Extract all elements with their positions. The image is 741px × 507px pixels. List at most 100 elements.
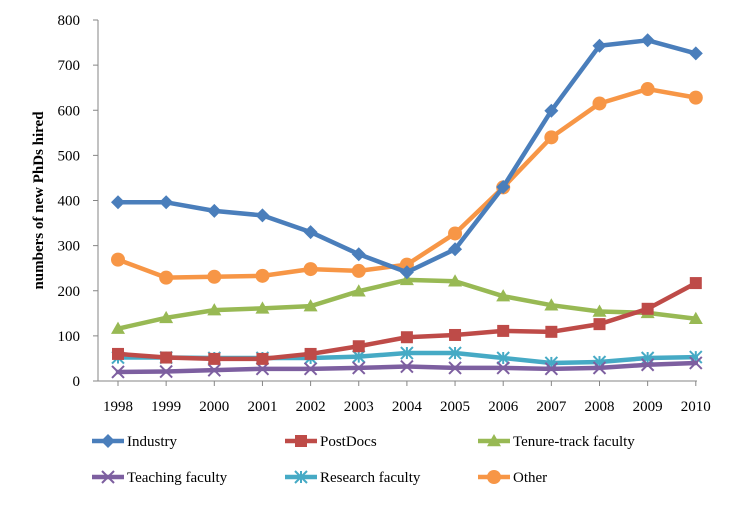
- x-tick-label-2006: 2006: [488, 399, 519, 415]
- point-other-2003: [351, 263, 366, 278]
- y-tick-label-0: 0: [73, 374, 81, 390]
- point-tenure-track-faculty-2003: [351, 284, 366, 297]
- series-teaching-faculty: [111, 356, 703, 379]
- point-teaching-faculty-1999: [159, 364, 173, 379]
- series-other: [111, 82, 703, 285]
- legend-marker-teaching-faculty: [101, 470, 115, 484]
- x-tick-label-2000: 2000: [199, 399, 229, 415]
- series-line-industry: [115, 38, 699, 275]
- point-research-faculty-2005: [448, 346, 462, 360]
- point-tenure-track-faculty-2000: [207, 303, 222, 316]
- point-other-2010: [688, 90, 703, 105]
- legend-label-other: Other: [513, 470, 547, 486]
- point-tenure-track-faculty-1999: [159, 310, 174, 324]
- point-industry-2002: [303, 225, 318, 240]
- legend-item-teaching-faculty: Teaching faculty: [92, 470, 228, 486]
- x-tick-label-1999: 1999: [151, 399, 181, 415]
- point-teaching-faculty-2000: [207, 363, 222, 377]
- legend-marker-industry: [101, 434, 115, 448]
- x-tick-label-2010: 2010: [681, 399, 711, 415]
- point-teaching-faculty-2004: [400, 359, 414, 374]
- y-tick-label-200: 200: [58, 284, 81, 300]
- point-industry-1999: [159, 195, 174, 210]
- point-industry-2010: [688, 46, 703, 61]
- y-tick-label-500: 500: [58, 148, 81, 164]
- legend-item-tenure-track-faculty: Tenure-track faculty: [478, 434, 635, 450]
- point-other-2007: [544, 130, 559, 145]
- y-axis-title: numbers of new PhDs hired: [31, 111, 47, 290]
- point-other-2008: [592, 96, 607, 111]
- point-research-faculty-2004: [400, 346, 414, 360]
- point-industry-2003: [351, 247, 366, 262]
- point-teaching-faculty-2007: [544, 362, 559, 376]
- point-other-1998: [111, 252, 125, 267]
- x-tick-label-2007: 2007: [536, 399, 567, 415]
- legend-item-other: Other: [478, 470, 547, 486]
- point-other-2000: [207, 269, 222, 284]
- point-teaching-faculty-2009: [640, 358, 655, 372]
- point-postdocs-2001: [256, 352, 269, 365]
- point-tenure-track-faculty-2010: [688, 311, 703, 324]
- legend-marker-postdocs: [295, 435, 307, 447]
- legend-item-industry: Industry: [92, 434, 177, 450]
- point-teaching-faculty-1998: [111, 365, 125, 379]
- point-teaching-faculty-2002: [303, 362, 318, 376]
- point-postdocs-2003: [352, 340, 365, 353]
- axes: 0 100 200 300 400 500 600 700 800 1998 1999 2000 200…: [31, 13, 711, 415]
- legend-item-postdocs: PostDocs: [285, 434, 377, 450]
- series-tenure-track-faculty: [111, 272, 703, 334]
- x-tick-label-2009: 2009: [633, 399, 663, 415]
- point-postdocs-2000: [208, 352, 221, 365]
- point-other-2005: [448, 226, 463, 241]
- point-tenure-track-faculty-2002: [303, 299, 318, 312]
- point-postdocs-2008: [593, 318, 606, 331]
- x-tick-label-2005: 2005: [440, 399, 470, 415]
- y-tick-label-800: 800: [58, 13, 81, 29]
- point-teaching-faculty-2005: [448, 361, 462, 375]
- point-research-faculty-2006: [496, 351, 510, 365]
- point-research-faculty-2003: [352, 349, 366, 364]
- point-tenure-track-faculty-2005: [448, 274, 463, 287]
- point-teaching-faculty-2006: [496, 361, 510, 375]
- point-tenure-track-faculty-2001: [255, 301, 270, 314]
- x-tick-label-1998: 1998: [103, 399, 133, 415]
- point-industry-2007: [544, 103, 559, 118]
- legend: Industry PostDocs Tenure-track faculty Teac…: [92, 434, 635, 486]
- legend-marker-other: [487, 470, 501, 484]
- point-other-1999: [159, 270, 174, 285]
- point-industry-2004: [399, 265, 414, 280]
- y-tick-label-400: 400: [58, 194, 81, 210]
- point-postdocs-2006: [497, 324, 510, 337]
- point-postdocs-2007: [545, 325, 558, 338]
- legend-label-teaching-faculty: Teaching faculty: [127, 470, 228, 486]
- point-other-2001: [255, 268, 270, 283]
- point-postdocs-2005: [449, 328, 462, 341]
- point-industry-2005: [448, 242, 463, 257]
- legend-label-tenure-track-faculty: Tenure-track faculty: [513, 434, 635, 450]
- legend-label-research-faculty: Research faculty: [320, 470, 421, 486]
- legend-marker-research-faculty: [294, 470, 308, 484]
- point-other-2004: [399, 257, 414, 272]
- x-tick-label-2003: 2003: [344, 399, 374, 415]
- y-tick-label-700: 700: [58, 58, 81, 74]
- point-postdocs-2009: [641, 302, 654, 315]
- point-tenure-track-faculty-2008: [592, 304, 607, 317]
- point-tenure-track-faculty-2007: [544, 298, 559, 311]
- point-industry-1998: [111, 195, 125, 210]
- point-tenure-track-faculty-1998: [111, 321, 125, 334]
- point-other-2002: [303, 262, 318, 277]
- point-postdocs-1998: [112, 347, 124, 360]
- x-tick-label-2008: 2008: [585, 399, 615, 415]
- point-industry-2000: [207, 203, 222, 218]
- series-layer: [111, 33, 703, 379]
- point-teaching-faculty-2008: [592, 361, 607, 375]
- point-teaching-faculty-2003: [352, 361, 366, 375]
- series-postdocs: [112, 277, 702, 365]
- x-tick-label-2004: 2004: [392, 399, 423, 415]
- x-tick-label-2002: 2002: [296, 399, 326, 415]
- legend-item-research-faculty: Research faculty: [285, 470, 421, 486]
- point-industry-2008: [592, 38, 607, 53]
- y-tick-label-300: 300: [58, 239, 81, 255]
- series-industry: [111, 33, 703, 280]
